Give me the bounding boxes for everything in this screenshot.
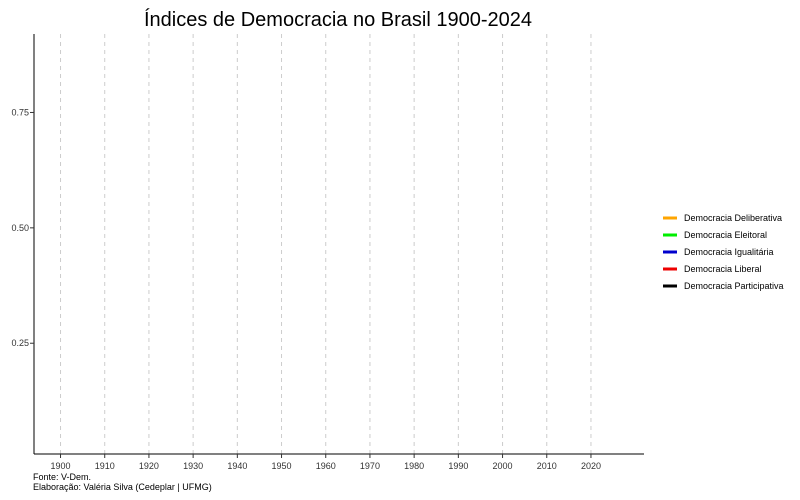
legend-label: Democracia Igualitária (684, 247, 774, 257)
x-tick-label: 2020 (581, 461, 601, 471)
legend-label: Democracia Eleitoral (684, 230, 767, 240)
y-tick-label: 0.50 (11, 223, 29, 233)
caption-author: Elaboração: Valéria Silva (Cedeplar | UF… (33, 482, 212, 492)
x-tick-label: 1900 (51, 461, 71, 471)
legend-label: Democracia Liberal (684, 264, 762, 274)
x-tick-label: 1910 (95, 461, 115, 471)
x-tick-label: 1980 (404, 461, 424, 471)
x-tick-label: 1920 (139, 461, 159, 471)
legend: Democracia Deliberativa Democracia Eleito… (663, 213, 784, 291)
x-tick-label: 1940 (227, 461, 247, 471)
axes (33, 34, 644, 455)
grid (60, 34, 592, 454)
x-tick-label: 2000 (493, 461, 513, 471)
x-axis-ticks: 1900 1910 1920 1930 1940 1950 1960 1970 1980 1990… (51, 454, 601, 471)
legend-label: Democracia Deliberativa (684, 213, 782, 223)
y-tick-label: 0.25 (11, 338, 29, 348)
x-tick-label: 1930 (183, 461, 203, 471)
x-tick-label: 1950 (272, 461, 292, 471)
x-tick-label: 1970 (360, 461, 380, 471)
y-tick-label: 0.75 (11, 107, 29, 117)
y-axis-ticks: 0.25 0.50 0.75 (11, 107, 34, 348)
caption: Fonte: V-Dem. Elaboração: Valéria Silva … (33, 472, 212, 492)
caption-source: Fonte: V-Dem. (33, 472, 91, 482)
chart-title: Índices de Democracia no Brasil 1900-202… (144, 8, 532, 31)
legend-label: Democracia Participativa (684, 281, 784, 291)
x-tick-label: 2010 (537, 461, 557, 471)
x-tick-label: 1990 (448, 461, 468, 471)
x-tick-label: 1960 (316, 461, 336, 471)
